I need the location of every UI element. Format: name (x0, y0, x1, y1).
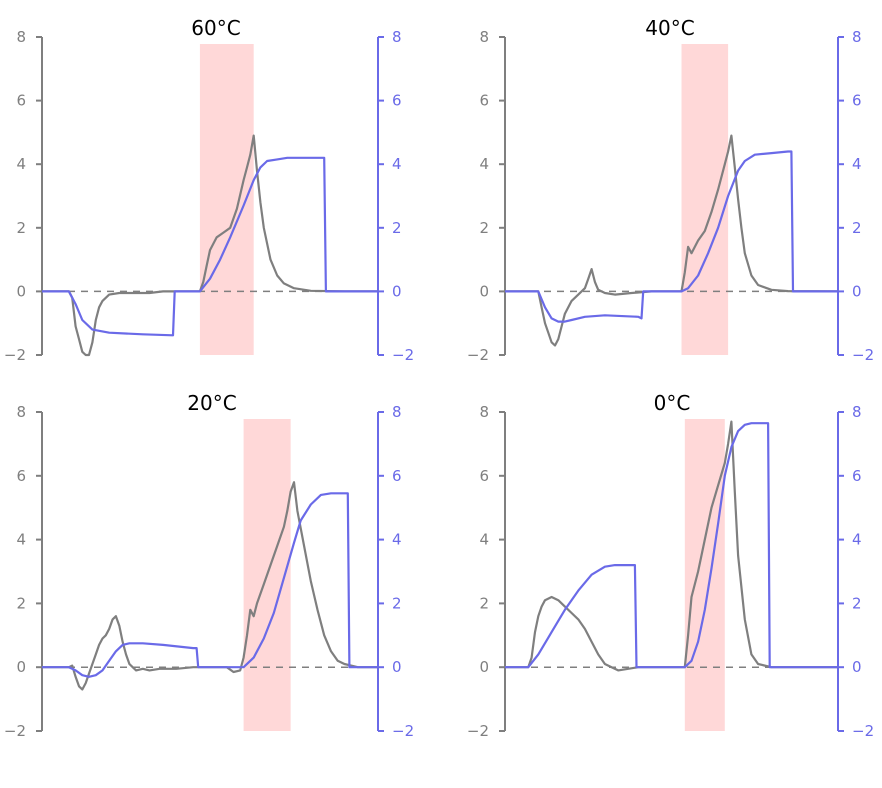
series-left-line (505, 134, 839, 347)
right-tick-label: 2 (852, 594, 862, 612)
series-right-line (505, 422, 838, 669)
panel-title: 60°C (191, 16, 240, 40)
series-right-line (505, 150, 838, 323)
series-left-line (42, 134, 378, 357)
right-tick-label: 4 (392, 531, 402, 549)
right-tick-label: −2 (392, 722, 414, 740)
series-left-line (505, 420, 838, 672)
series-right-line (42, 156, 378, 337)
left-tick-label: 8 (16, 28, 26, 46)
right-tick-label: 0 (392, 282, 402, 300)
right-tick-label: 0 (852, 282, 862, 300)
left-tick-label: 4 (16, 155, 26, 173)
right-tick-label: −2 (852, 722, 874, 740)
left-tick-label: 2 (16, 219, 26, 237)
right-tick-label: 2 (852, 219, 862, 237)
right-ticks: −2 0 2 4 6 8 (838, 28, 874, 364)
right-tick-label: 0 (852, 658, 862, 676)
panel-0c: −2 0 2 4 6 8 −2 0 2 4 6 8 0°C (467, 391, 874, 740)
left-tick-label: 0 (479, 282, 489, 300)
left-tick-label: −2 (467, 722, 489, 740)
right-tick-label: 6 (852, 467, 862, 485)
right-tick-label: 8 (392, 28, 402, 46)
panel-title: 20°C (187, 391, 236, 415)
right-tick-label: 6 (392, 92, 402, 110)
left-tick-label: 6 (16, 467, 26, 485)
right-tick-label: 4 (392, 155, 402, 173)
left-tick-label: 4 (479, 531, 489, 549)
left-tick-label: 2 (479, 219, 489, 237)
panel-title: 40°C (645, 16, 694, 40)
left-tick-label: 2 (479, 594, 489, 612)
right-ticks: −2 0 2 4 6 8 (378, 28, 414, 364)
right-ticks: −2 0 2 4 6 8 (378, 403, 414, 740)
right-tick-label: −2 (852, 346, 874, 364)
left-tick-label: −2 (4, 722, 26, 740)
right-tick-label: 2 (392, 594, 402, 612)
left-tick-label: 4 (16, 531, 26, 549)
left-tick-label: 6 (479, 467, 489, 485)
highlight-band (684, 419, 725, 731)
right-tick-label: 4 (852, 155, 862, 173)
left-tick-label: 8 (16, 403, 26, 421)
left-tick-label: 0 (16, 658, 26, 676)
panel-20c: −2 0 2 4 6 8 −2 0 2 4 6 8 20°C (4, 391, 414, 740)
right-tick-label: 4 (852, 531, 862, 549)
left-tick-label: 8 (479, 403, 489, 421)
panel-title: 0°C (654, 391, 691, 415)
left-ticks: −2 0 2 4 6 8 (4, 403, 42, 740)
right-tick-label: 2 (392, 219, 402, 237)
left-tick-label: 0 (16, 282, 26, 300)
left-tick-label: 8 (479, 28, 489, 46)
right-tick-label: 8 (392, 403, 402, 421)
left-tick-label: −2 (4, 346, 26, 364)
left-tick-label: 2 (16, 594, 26, 612)
right-tick-label: 6 (392, 467, 402, 485)
series-right-line (42, 492, 378, 678)
right-tick-label: −2 (392, 346, 414, 364)
highlight-band (199, 44, 254, 355)
left-tick-label: 4 (479, 155, 489, 173)
left-ticks: −2 0 2 4 6 8 (467, 28, 505, 364)
left-ticks: −2 0 2 4 6 8 (467, 403, 505, 740)
left-tick-label: 6 (479, 92, 489, 110)
series-left-line (42, 481, 378, 691)
panel-40c: −2 0 2 4 6 8 −2 0 2 4 6 8 40°C (467, 16, 874, 364)
right-ticks: −2 0 2 4 6 8 (838, 403, 874, 740)
right-tick-label: 8 (852, 403, 862, 421)
highlight-band (681, 44, 729, 355)
right-tick-label: 6 (852, 92, 862, 110)
left-tick-label: 6 (16, 92, 26, 110)
right-tick-label: 0 (392, 658, 402, 676)
left-tick-label: −2 (467, 346, 489, 364)
right-tick-label: 8 (852, 28, 862, 46)
left-ticks: −2 0 2 4 6 8 (4, 28, 42, 364)
left-tick-label: 0 (479, 658, 489, 676)
panel-60c: −2 0 2 4 6 8 −2 0 2 4 6 8 60°C (4, 16, 414, 364)
